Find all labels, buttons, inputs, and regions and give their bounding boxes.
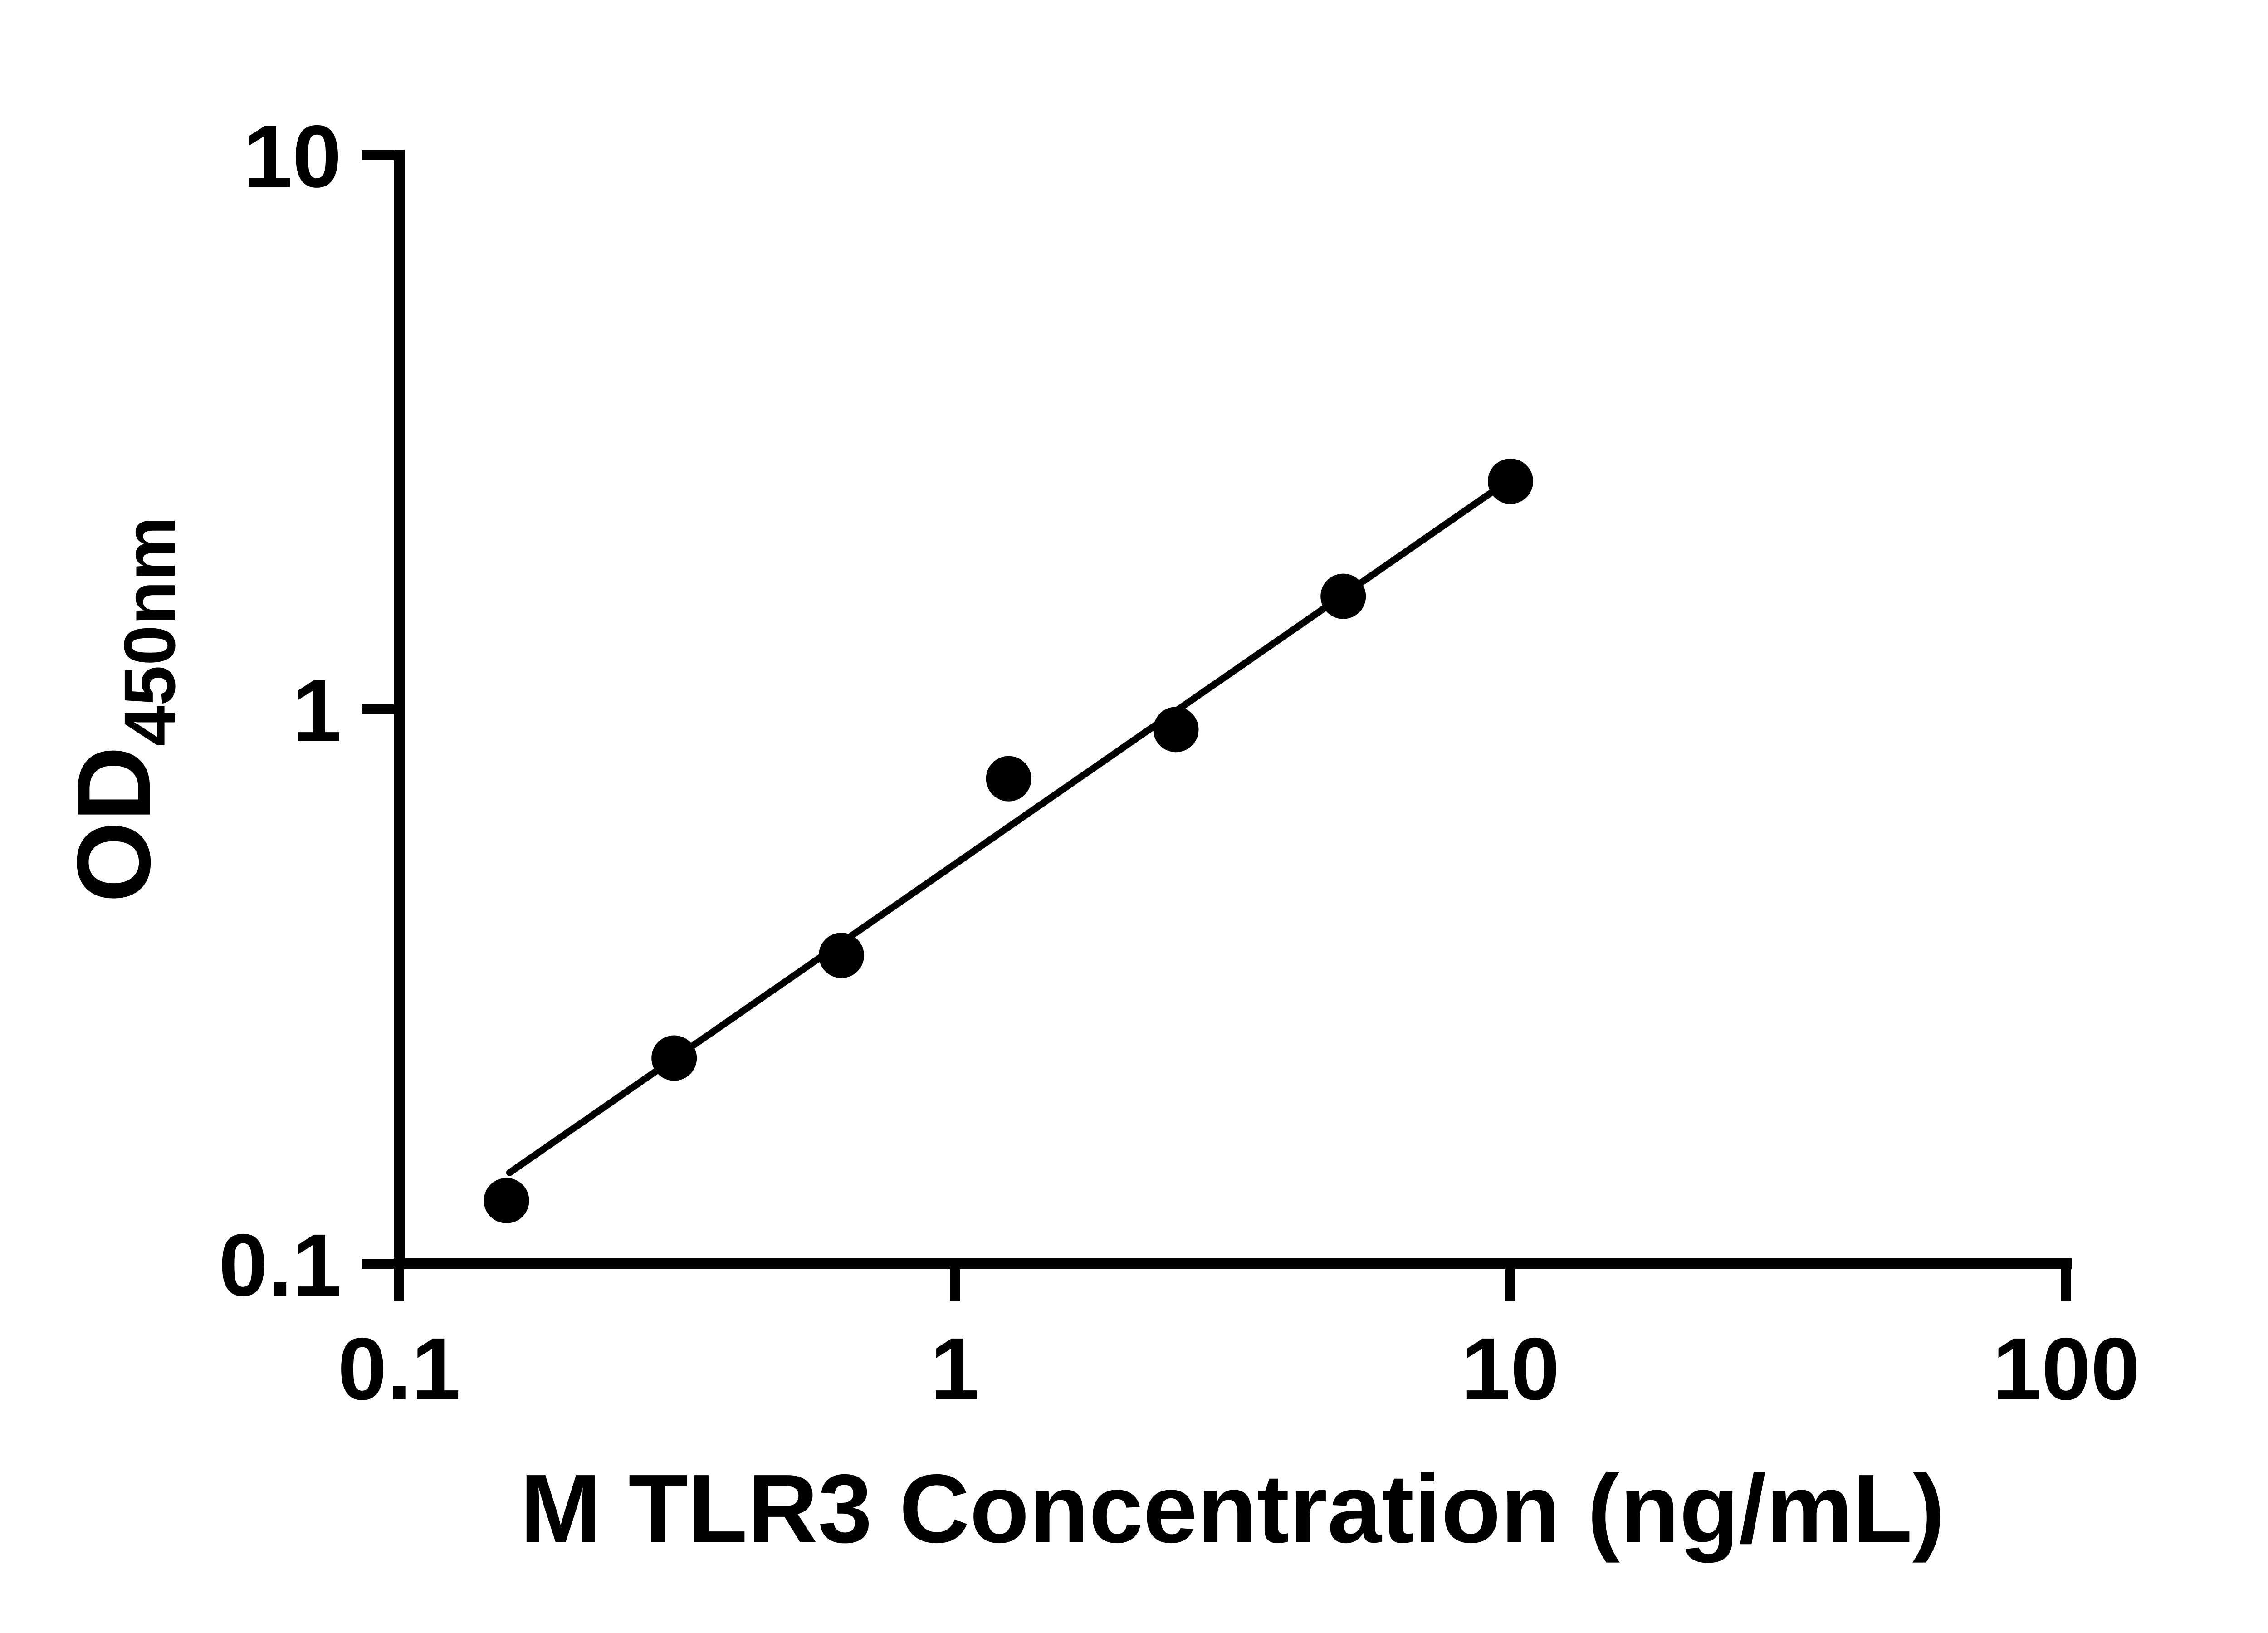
x-axis-title: M TLR3 Concentration (ng/mL) <box>520 1454 1945 1563</box>
x-tick-label: 1 <box>930 1320 979 1418</box>
x-tick-label: 10 <box>1461 1320 1560 1418</box>
data-point <box>651 1035 697 1081</box>
y-tick-label: 1 <box>293 661 342 760</box>
data-point <box>484 1178 529 1223</box>
y-tick-label: 10 <box>243 107 342 206</box>
x-tick-label: 100 <box>1992 1320 2140 1418</box>
x-tick-label: 0.1 <box>337 1320 460 1418</box>
data-point <box>818 933 864 978</box>
data-point <box>1320 573 1366 619</box>
data-point <box>1153 707 1199 753</box>
data-point <box>986 756 1031 802</box>
data-point <box>1488 459 1533 504</box>
y-axis-title: OD450nm <box>55 516 190 903</box>
y-axis-title-subscript: 450nm <box>109 516 190 746</box>
axis-spines <box>394 150 2072 1269</box>
plot-area: 0.1 1 10 100 0.1 1 10 <box>219 107 2140 1418</box>
y-axis-title-main: OD <box>55 746 172 903</box>
y-tick-label: 0.1 <box>219 1216 342 1315</box>
